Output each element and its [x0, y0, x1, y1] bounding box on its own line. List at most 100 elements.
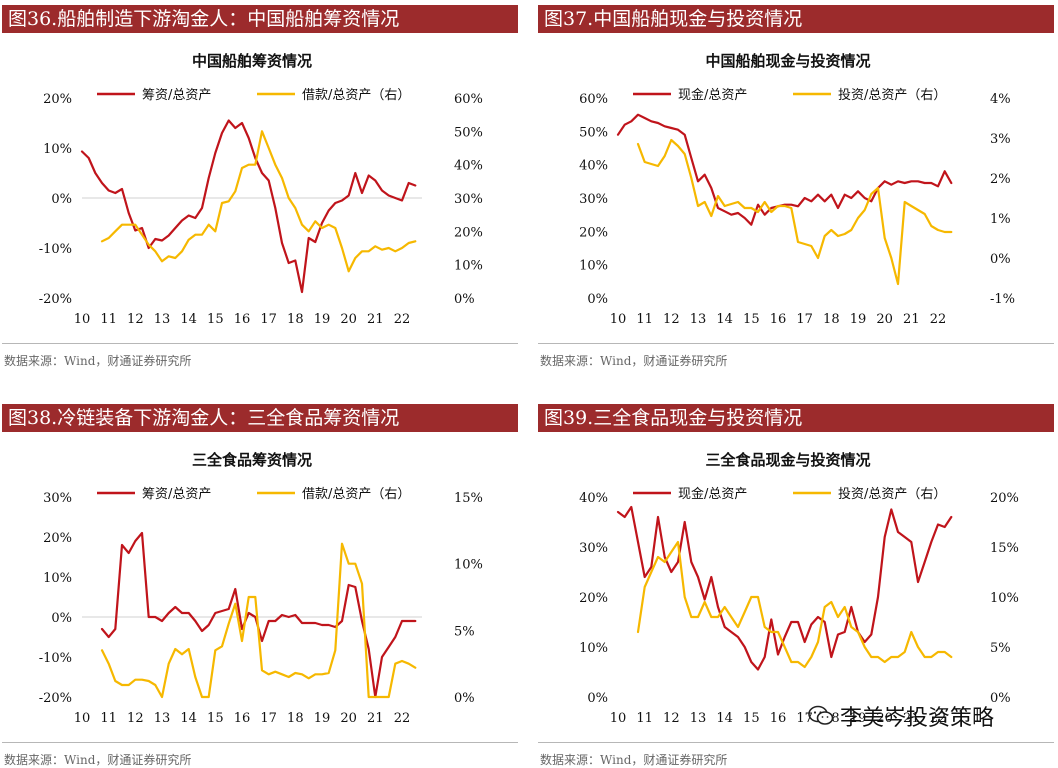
y-right-tick-label: 30% [454, 192, 483, 207]
chart: 中国船舶现金与投资情况 60% 50% 40% 30% 20% 10% 0% 4% 3% 2% 1% 0… [579, 52, 1015, 327]
source-note: 数据来源：Wind，财通证券研究所 [540, 753, 728, 767]
y-right-tick-label: 3% [990, 132, 1011, 147]
y-left-tick-label: 10% [43, 571, 72, 586]
x-tick-label: 10 [74, 711, 91, 726]
chart: 三全食品筹资情况 30% 20% 10% 0% -10% -20% 15% 10% 5% 0% 10 1… [39, 451, 483, 726]
y-left-tick-label: 20% [579, 591, 608, 606]
x-tick-label: 13 [154, 711, 171, 726]
y-right-tick-label: 0% [454, 691, 475, 706]
y-right-tick-label: 4% [990, 92, 1011, 107]
y-left-tick-label: -20% [39, 691, 72, 706]
x-tick-label: 13 [690, 711, 707, 726]
x-tick-label: 10 [74, 312, 91, 327]
series-line-yellow [636, 138, 953, 286]
legend-label: 投资/总资产（右） [838, 87, 946, 103]
x-tick-label: 16 [770, 312, 787, 327]
panel-fig37: 图37.中国船舶现金与投资情况 中国船舶现金与投资情况 60% 50% 40% 30% 2… [538, 5, 1054, 368]
panel-header: 图38.冷链装备下游淘金人：三全食品筹资情况 [2, 404, 518, 432]
wechat-icon [808, 705, 834, 725]
y-left-tick-label: 10% [579, 259, 608, 274]
y-left-tick-label: 40% [579, 159, 608, 174]
x-tick-label: 19 [850, 312, 867, 327]
chart: 三全食品现金与投资情况40%30%20%10%0%20%15%10%5%0%10… [579, 451, 1019, 726]
y-right-tick-label: 50% [454, 125, 483, 140]
x-tick-label: 21 [903, 312, 920, 327]
series-line-yellow [636, 540, 953, 669]
divider [538, 343, 1054, 344]
y-right-tick-label: 20% [454, 225, 483, 240]
x-tick-label: 11 [636, 312, 653, 327]
watermark-text: 李美岑投资策略 [840, 706, 995, 731]
x-tick-label: 18 [287, 312, 304, 327]
chart-area: 中国船舶筹资情况 20% 10% 0% -10% -20% 60% 50% 40% 30% 20% 1… [2, 33, 518, 343]
y-left-tick-label: -20% [39, 292, 72, 307]
source-note: 数据来源：Wind，财通证券研究所 [4, 354, 192, 368]
y-left-tick-label: 40% [579, 491, 608, 506]
x-tick-label: 16 [770, 711, 787, 726]
x-tick-label: 19 [314, 711, 331, 726]
panel-header: 图39.三全食品现金与投资情况 [538, 404, 1054, 432]
x-tick-label: 10 [610, 711, 627, 726]
x-tick-label: 15 [207, 711, 224, 726]
x-tick-label: 15 [743, 312, 760, 327]
series-line-red [616, 505, 953, 671]
legend-label: 借款/总资产（右） [302, 487, 410, 502]
y-left-tick-label: 30% [43, 491, 72, 506]
x-tick-label: 21 [903, 711, 920, 726]
y-right-tick-label: 15% [454, 491, 483, 506]
y-left-tick-label: 50% [579, 125, 608, 140]
x-tick-label: 17 [260, 711, 277, 726]
x-tick-label: 16 [234, 711, 251, 726]
y-left-tick-label: 0% [587, 292, 608, 307]
y-left-tick-label: 30% [579, 541, 608, 556]
series-line-red [80, 119, 417, 294]
source-note: 数据来源：Wind，财通证券研究所 [540, 354, 728, 368]
y-left-tick-label: 20% [579, 225, 608, 240]
y-left-tick-label: 10% [43, 142, 72, 157]
y-right-tick-label: 0% [990, 252, 1011, 267]
panel-header: 图37.中国船舶现金与投资情况 [538, 5, 1054, 33]
x-tick-label: 11 [636, 711, 653, 726]
y-left-tick-label: 20% [43, 92, 72, 107]
chart-area: 三全食品现金与投资情况 40% 30% 20% 10% 0% 20% 15% 10% 5% 0% 10… [538, 432, 1054, 742]
chart-title: 三全食品现金与投资情况 [705, 451, 870, 469]
panel-header: 图36.船舶制造下游淘金人：中国船舶筹资情况 [2, 5, 518, 33]
x-tick-label: 17 [796, 312, 813, 327]
x-tick-label: 18 [287, 711, 304, 726]
x-tick-label: 10 [610, 312, 627, 327]
chart: 中国船舶筹资情况 20% 10% 0% -10% -20% 60% 50% 40% 30% 20% 1… [39, 52, 483, 327]
y-right-tick-label: 60% [454, 92, 483, 107]
x-tick-label: 14 [180, 711, 197, 726]
x-tick-label: 13 [154, 312, 171, 327]
y-right-tick-label: 10% [990, 591, 1019, 606]
y-left-tick-label: 10% [579, 641, 608, 656]
chart-title: 中国船舶现金与投资情况 [705, 52, 870, 70]
y-right-tick-label: 1% [990, 212, 1011, 227]
legend-label: 筹资/总资产 [142, 486, 211, 502]
divider [2, 742, 518, 743]
divider [2, 343, 518, 344]
chart-title: 中国船舶筹资情况 [192, 52, 312, 70]
legend-label: 现金/总资产 [678, 87, 747, 103]
x-tick-label: 12 [663, 312, 680, 327]
series-line-red [616, 113, 953, 226]
y-left-tick-label: 60% [579, 92, 608, 107]
y-right-tick-label: 15% [990, 541, 1019, 556]
x-tick-label: 12 [127, 711, 144, 726]
x-tick-label: 12 [127, 312, 144, 327]
x-tick-label: 22 [930, 711, 947, 726]
divider [538, 742, 1054, 743]
x-tick-label: 15 [743, 711, 760, 726]
x-tick-label: 15 [207, 312, 224, 327]
legend-label: 投资/总资产（右） [838, 486, 946, 502]
x-tick-label: 19 [314, 312, 331, 327]
y-right-tick-label: 0% [990, 691, 1011, 706]
chart-area: 中国船舶现金与投资情况 60% 50% 40% 30% 20% 10% 0% 4% 3% 2% 1% 0… [538, 33, 1054, 343]
x-tick-label: 20 [340, 312, 357, 327]
y-right-tick-label: 5% [454, 624, 475, 639]
y-right-tick-label: 0% [454, 292, 475, 307]
y-left-tick-label: 0% [587, 691, 608, 706]
y-right-tick-label: 10% [454, 259, 483, 274]
panel-fig38: 图38.冷链装备下游淘金人：三全食品筹资情况 三全食品筹资情况 30% 20% 10%… [2, 404, 518, 767]
x-tick-label: 14 [180, 312, 197, 327]
